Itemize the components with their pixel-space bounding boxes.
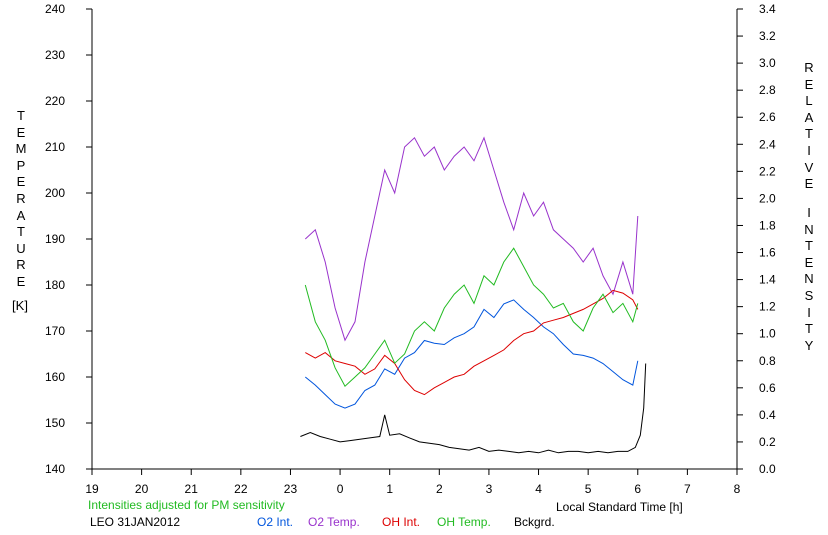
x-tick-label: 3 (486, 482, 493, 496)
y-right-tick-label: 1.6 (759, 246, 776, 260)
y-right-label-letter: Y (804, 337, 814, 353)
series-lines (300, 136, 647, 454)
y-right-tick-label: 3.4 (759, 2, 776, 16)
x-tick-label: 5 (585, 482, 592, 496)
y-left-label-letter: E (16, 174, 26, 190)
x-tick-label: 0 (337, 482, 344, 496)
y-right-tick-label: 1.8 (759, 218, 776, 232)
x-tick-label: 1 (386, 482, 393, 496)
y-right-tick-label: 1.0 (759, 327, 776, 341)
y-right-tick-label: 1.4 (759, 273, 776, 287)
y-right-label-letter: E (804, 254, 814, 270)
y-right-tick-label: 2.4 (759, 137, 776, 151)
series-line-o2temp (304, 136, 639, 342)
y-left-label-letter: M (15, 141, 27, 157)
legend-oh-int: OH Int. (382, 515, 421, 529)
y-left-label-letter: E (16, 124, 26, 140)
x-tick-label: 4 (535, 482, 542, 496)
series-line-ohtemp (304, 247, 639, 388)
x-axis-label: Local Standard Time [h] (556, 500, 683, 514)
y-right-tick-label: 0.4 (759, 408, 776, 422)
x-tick-label: 2 (436, 482, 443, 496)
x-tick-label: 23 (284, 482, 298, 496)
y-right-label-letter: E (804, 76, 814, 92)
series-line-ohint (305, 289, 639, 396)
y-right-tick-label: 2.0 (759, 191, 776, 205)
x-tick-label: 6 (634, 482, 641, 496)
y-left-tick-label: 200 (45, 186, 65, 200)
y-right-label-letter: I (807, 205, 811, 220)
axes (91, 9, 738, 470)
x-tick-label: 20 (135, 482, 149, 496)
y-right-label-letter: E (804, 176, 814, 192)
y-left-label-letter: T (17, 224, 25, 240)
y-right-tick-label: 2.6 (759, 110, 776, 124)
x-tick-label: 22 (234, 482, 248, 496)
y-right-label-letter: N (804, 221, 814, 237)
y-left-tick-label: 150 (45, 416, 65, 430)
y-left-tick-label: 190 (45, 232, 65, 246)
legend-o2-int: O2 Int. (257, 515, 294, 529)
y-right-label-letter: V (804, 159, 814, 175)
y-left-ticks: 140 150 160 170 180 190 200 210 220 230 240 (45, 2, 92, 476)
y-right-label-letter: T (805, 238, 813, 254)
y-left-tick-label: 210 (45, 140, 65, 154)
y-right-label-letter: T (805, 321, 813, 337)
y-right-tick-label: 2.2 (759, 164, 776, 178)
y-right-tick-label: 0.8 (759, 354, 776, 368)
y-right-tick-label: 0.6 (759, 381, 776, 395)
legend-o2-temp: O2 Temp. (308, 515, 360, 529)
y-left-label-letter: U (16, 240, 26, 256)
y-left-label-letter: R (16, 190, 26, 206)
x-tick-label: 19 (85, 482, 99, 496)
y-right-label-letter: R (804, 60, 814, 75)
adjustment-note: Intensities adjusted for PM sensitivity (88, 498, 285, 512)
y-right-label-letter: L (805, 93, 813, 109)
x-axis-ticks: 19 20 21 22 23 0 1 2 3 4 5 6 7 8 (85, 469, 741, 496)
legend-bckgrd: Bckgrd. (514, 515, 555, 529)
y-left-tick-label: 160 (45, 370, 65, 384)
x-tick-label: 21 (185, 482, 199, 496)
x-tick-label: 7 (684, 482, 691, 496)
y-left-unit: [K] (12, 298, 28, 313)
y-left-tick-label: 140 (45, 462, 65, 476)
y-right-tick-label: 0.2 (759, 435, 776, 449)
y-right-tick-label: 3.0 (759, 56, 776, 70)
y-right-label-letter: S (804, 287, 814, 303)
y-left-label-letter: T (17, 108, 25, 123)
y-right-label-letter: T (805, 126, 813, 142)
y-right-tick-label: 0.0 (759, 462, 776, 476)
y-left-label-letter: P (16, 157, 26, 173)
y-left-tick-label: 220 (45, 94, 65, 108)
series-line-o2int (304, 299, 639, 409)
y-right-label-letter: I (807, 142, 811, 158)
y-right-label-letter: N (804, 271, 814, 287)
legend-oh-temp: OH Temp. (437, 515, 491, 529)
y-right-tick-label: 2.8 (759, 83, 776, 97)
y-left-tick-label: 240 (45, 2, 65, 16)
y-left-tick-label: 180 (45, 278, 65, 292)
y-right-label-letter: I (807, 304, 811, 320)
y-right-tick-label: 3.2 (759, 29, 776, 43)
y-left-label-letter: A (16, 207, 26, 223)
y-right-tick-label: 1.2 (759, 300, 776, 314)
y-left-label-letter: R (16, 257, 26, 273)
y-right-ticks: 0.0 0.2 0.4 0.6 0.8 1.0 1.2 1.4 1.6 1.8 2.0 2.2 2.4 2… (737, 2, 776, 476)
y-left-label-letter: E (16, 273, 26, 289)
station-date: LEO 31JAN2012 (90, 515, 181, 529)
y-right-label-letter: A (804, 109, 814, 125)
series-line-bck (300, 363, 647, 454)
x-tick-label: 8 (734, 482, 741, 496)
y-left-tick-label: 170 (45, 324, 65, 338)
y-left-tick-label: 230 (45, 48, 65, 62)
